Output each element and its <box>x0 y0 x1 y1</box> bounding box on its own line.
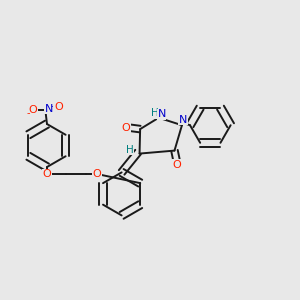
Text: +: + <box>50 102 57 111</box>
Text: O: O <box>54 102 63 112</box>
Text: H: H <box>126 145 134 155</box>
Text: -: - <box>27 108 30 118</box>
Text: O: O <box>92 169 101 179</box>
Text: N: N <box>45 104 53 114</box>
Text: N: N <box>179 115 187 125</box>
Text: O: O <box>28 105 37 115</box>
Text: O: O <box>43 169 51 179</box>
Text: O: O <box>172 160 181 170</box>
Text: O: O <box>122 123 130 133</box>
Text: H: H <box>151 108 159 118</box>
Text: N: N <box>158 109 166 119</box>
